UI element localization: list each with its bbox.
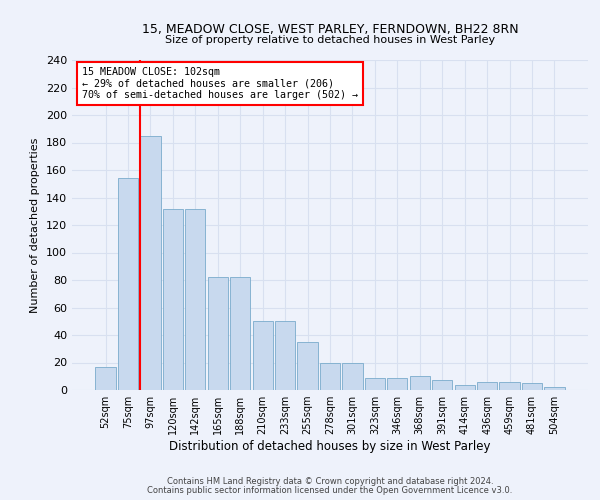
- Bar: [208, 277, 228, 390]
- Bar: [140, 136, 161, 390]
- Y-axis label: Number of detached properties: Number of detached properties: [31, 138, 40, 312]
- Bar: [298, 342, 317, 390]
- Bar: [477, 382, 497, 390]
- Bar: [320, 362, 340, 390]
- Bar: [95, 366, 116, 390]
- Bar: [432, 380, 452, 390]
- Text: Contains public sector information licensed under the Open Government Licence v3: Contains public sector information licen…: [148, 486, 512, 495]
- Bar: [230, 277, 250, 390]
- Text: 15, MEADOW CLOSE, WEST PARLEY, FERNDOWN, BH22 8RN: 15, MEADOW CLOSE, WEST PARLEY, FERNDOWN,…: [142, 22, 518, 36]
- Bar: [275, 322, 295, 390]
- Bar: [455, 384, 475, 390]
- Bar: [185, 208, 205, 390]
- Bar: [522, 383, 542, 390]
- Text: 15 MEADOW CLOSE: 102sqm
← 29% of detached houses are smaller (206)
70% of semi-d: 15 MEADOW CLOSE: 102sqm ← 29% of detache…: [82, 66, 358, 100]
- Bar: [253, 322, 273, 390]
- Bar: [118, 178, 138, 390]
- Bar: [499, 382, 520, 390]
- Bar: [387, 378, 407, 390]
- Bar: [544, 387, 565, 390]
- Text: Contains HM Land Registry data © Crown copyright and database right 2024.: Contains HM Land Registry data © Crown c…: [167, 477, 493, 486]
- X-axis label: Distribution of detached houses by size in West Parley: Distribution of detached houses by size …: [169, 440, 491, 453]
- Bar: [410, 376, 430, 390]
- Bar: [343, 362, 362, 390]
- Text: Size of property relative to detached houses in West Parley: Size of property relative to detached ho…: [165, 35, 495, 45]
- Bar: [163, 208, 183, 390]
- Bar: [365, 378, 385, 390]
